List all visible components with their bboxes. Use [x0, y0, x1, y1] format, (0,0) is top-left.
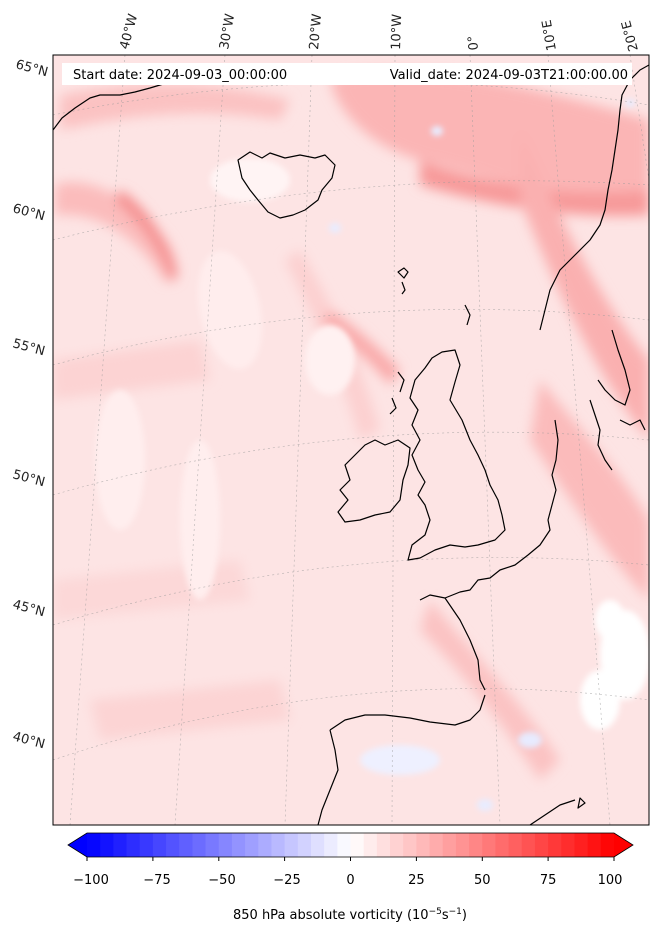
colorbar-cell [179, 833, 193, 857]
colorbar-cell [442, 833, 457, 857]
cb-tick-label: 50 [474, 873, 491, 888]
colorbar-cell [363, 833, 378, 857]
colorbar-title: 850 hPa absolute vorticity (10−5s−1) [233, 907, 467, 923]
coast-biscay [444, 597, 486, 691]
cb-tick-label: −50 [208, 873, 235, 888]
colorbar-cell [245, 833, 259, 857]
coastlines [53, 64, 649, 825]
coast-britain [407, 349, 506, 561]
colorbar-ticks: −100 −75 −50 −25 0 25 50 75 100 [73, 857, 622, 888]
colorbar-cell [600, 833, 615, 857]
cb-tick-label: 75 [540, 873, 557, 888]
colorbar-cell [258, 833, 272, 857]
colorbar-cell [587, 833, 602, 857]
coast-sweden [597, 329, 631, 406]
colorbar-cell [192, 833, 207, 857]
cb-tick-label: −100 [73, 873, 109, 888]
colorbar-cell [548, 833, 562, 857]
colorbar-cell [100, 833, 114, 857]
colorbar-cell [534, 833, 549, 857]
coast-mediterranean [529, 797, 586, 825]
coast-iberia [317, 694, 486, 825]
colorbar-cell [284, 833, 299, 857]
colorbar-cell [455, 833, 470, 857]
colorbar-cell [521, 833, 536, 857]
colorbar-cell [324, 833, 338, 857]
colorbar-cell [429, 833, 444, 857]
vorticity-light-patches [95, 99, 649, 811]
colorbar-cell [350, 833, 365, 857]
cb-tick-label: 25 [408, 873, 425, 888]
lon-label-10w: 10°W [389, 14, 405, 51]
cb-tick-label: 0 [346, 873, 354, 888]
coast-faroe [397, 267, 409, 295]
lon-label-30w: 30°W [217, 13, 238, 51]
colorbar-cell [231, 833, 246, 857]
colorbar-cell [310, 833, 325, 857]
colorbar-cell [376, 833, 391, 857]
lat-label-50n: 50°N [11, 467, 47, 490]
colorbar-cell [469, 833, 483, 857]
lon-label-0: 0° [466, 35, 482, 51]
colorbar-cell [218, 833, 233, 857]
map-frame [52, 54, 650, 826]
colorbar-min-extend-arrow [68, 833, 87, 857]
colorbar-cell [403, 833, 417, 857]
colorbar-cell [495, 833, 510, 857]
graticule [53, 55, 649, 825]
longitude-labels: 40°W 30°W 20°W 10°W 0° 10°E 20°E [117, 12, 641, 53]
coast-shetland [464, 304, 471, 326]
colorbar-cell [126, 833, 141, 857]
colorbar-cell [205, 833, 220, 857]
lon-label-10e: 10°E [540, 19, 560, 52]
map-panel [53, 55, 649, 825]
cb-tick-label: 100 [598, 873, 623, 888]
lat-label-45n: 45°N [11, 597, 47, 620]
colorbar-cell [87, 833, 101, 857]
lat-label-40n: 40°N [11, 729, 47, 752]
colorbar-cell [139, 833, 154, 857]
coast-ireland [337, 439, 411, 523]
colorbar-cell [337, 833, 352, 857]
valid-date-label: Valid_date: 2024-09-03T21:00:00.00 [390, 68, 628, 83]
lon-label-40w: 40°W [117, 12, 141, 51]
header-box [62, 63, 632, 85]
colorbar-cell [574, 833, 589, 857]
coast-benelux [547, 419, 559, 521]
lat-label-55n: 55°N [11, 336, 47, 359]
coast-norway [539, 64, 649, 331]
cb-tick-label: −75 [143, 873, 170, 888]
colorbar-cell [508, 833, 523, 857]
colorbar-cell [166, 833, 180, 857]
lon-label-20w: 20°W [307, 13, 325, 50]
colorbar-cell [561, 833, 575, 857]
coast-denmark [589, 399, 646, 471]
lon-label-20e: 20°E [619, 19, 642, 53]
colorbar-cell [152, 833, 167, 857]
colorbar: −100 −75 −50 −25 0 25 50 75 100 850 hPa … [67, 832, 634, 923]
colorbar-cell [482, 833, 496, 857]
cb-tick-label: −25 [273, 873, 300, 888]
lat-label-65n: 65°N [14, 57, 50, 80]
coast-hebrides [389, 371, 405, 415]
colorbar-max-extend-arrow [614, 833, 633, 857]
colorbar-cell [416, 833, 431, 857]
coast-iceland [237, 151, 336, 219]
colorbar-cell [390, 833, 404, 857]
start-date-label: Start date: 2024-09-03_00:00:00 [73, 68, 287, 83]
lat-label-60n: 60°N [11, 201, 47, 224]
latitude-labels: 65°N 60°N 55°N 50°N 45°N 40°N [11, 57, 50, 752]
colorbar-cell [271, 833, 286, 857]
colorbar-cell [113, 833, 128, 857]
colorbar-cell [297, 833, 312, 857]
colorbar-cells [87, 833, 615, 857]
coast-greenland [53, 81, 171, 131]
